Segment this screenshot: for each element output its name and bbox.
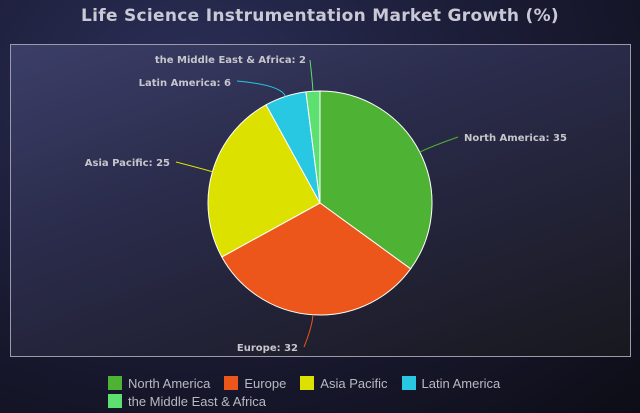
- legend-swatch: [300, 376, 315, 390]
- legend-label: Asia Pacific: [320, 375, 388, 391]
- data-label: Europe: 32: [237, 343, 298, 354]
- data-label: Latin America: 6: [139, 78, 231, 89]
- data-label: North America: 35: [464, 133, 567, 144]
- legend-item[interactable]: Europe: [224, 375, 286, 391]
- legend-item[interactable]: the Middle East & Africa: [108, 393, 266, 409]
- legend-swatch: [108, 394, 122, 408]
- label-connector: [419, 136, 459, 153]
- data-label: Asia Pacific: 25: [85, 158, 170, 169]
- pie-slice-asia-pacific[interactable]: [207, 104, 321, 258]
- legend-item[interactable]: North America: [108, 375, 210, 391]
- legend-label: Latin America: [421, 375, 501, 391]
- pie-slice-the-middle-east-africa[interactable]: [305, 90, 321, 204]
- legend-label: North America: [128, 375, 211, 391]
- legend-swatch: [401, 376, 416, 390]
- legend-item[interactable]: Latin America: [401, 375, 501, 391]
- label-connector: [303, 314, 314, 348]
- data-label: the Middle East & Africa: 2: [155, 55, 306, 66]
- legend-label: Europe: [244, 375, 287, 391]
- legend-swatch: [224, 376, 239, 390]
- label-connector: [236, 80, 286, 97]
- legend-label: the Middle East & Africa: [128, 393, 267, 409]
- label-connector: [309, 59, 314, 92]
- legend: North America Europe Asia Pacific Latin Ame…: [108, 375, 568, 409]
- legend-swatch: [108, 376, 122, 390]
- pie-slice-europe[interactable]: [221, 202, 412, 316]
- chart-title: Life Science Instrumentation Market Grow…: [80, 6, 559, 26]
- label-connector: [175, 161, 213, 173]
- legend-item[interactable]: Asia Pacific: [300, 375, 388, 391]
